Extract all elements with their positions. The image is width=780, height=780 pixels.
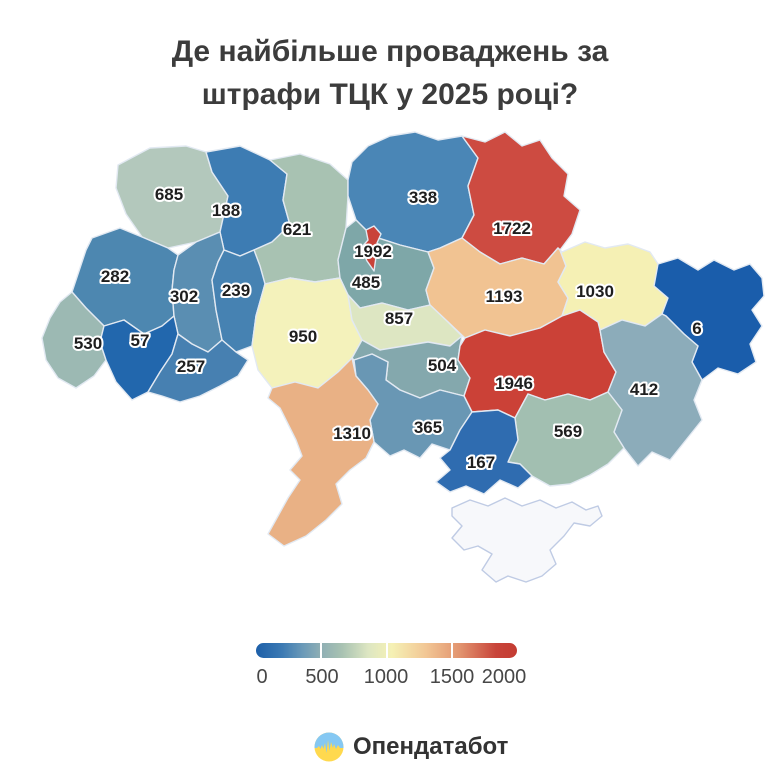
region-value-label-khmelnytskyi: 239 (222, 281, 250, 300)
page-title-line1: Де найбільше проваджень за (171, 35, 609, 68)
region-value-label-chernihiv: 338 (409, 188, 437, 207)
legend-separator (320, 643, 323, 658)
region-value-label-sumy: 1722 (493, 219, 531, 238)
region-value-label-poltava: 1193 (486, 287, 523, 306)
region-crimea[interactable] (451, 497, 603, 583)
region-value-label-zakarpattia: 530 (74, 334, 102, 353)
region-odesa[interactable] (267, 357, 379, 547)
page-title-line2: штрафи ТЦК у 2025 році? (201, 78, 579, 111)
legend-tick-500: 500 (305, 666, 339, 688)
region-value-label-luhansk: 6 (692, 319, 701, 338)
region-value-label-chernivtsi: 257 (177, 357, 205, 376)
region-value-label-kirovohrad: 504 (428, 356, 457, 375)
region-value-label-lviv: 282 (101, 267, 129, 286)
region-value-label-ivano_frankivsk: 57 (131, 331, 150, 350)
legend-tick-1500: 1500 (429, 666, 475, 688)
region-chernivtsi[interactable] (147, 333, 249, 403)
region-value-label-cherkasy: 857 (385, 309, 413, 328)
region-value-label-mykolaiv: 365 (414, 418, 442, 437)
region-value-label-ternopil: 302 (170, 287, 198, 306)
legend-separator (385, 643, 388, 658)
opendatabot-brand-text: Опендатабот (353, 733, 509, 760)
legend-tick-1000: 1000 (363, 666, 409, 688)
region-value-label-kyiv_oblast: 485 (352, 273, 380, 292)
legend-tick-0: 0 (256, 666, 268, 688)
region-value-label-vinnytsia: 950 (289, 327, 317, 346)
page-title: Де найбільше проваджень за штрафи ТЦК у … (0, 30, 780, 116)
legend-tick-2000: 2000 (481, 666, 527, 688)
opendatabot-logo-icon (314, 732, 344, 762)
region-value-label-dnipropetrovsk: 1946 (495, 374, 533, 393)
region-value-label-zaporizhzhia: 569 (554, 422, 582, 441)
region-kherson[interactable] (435, 409, 533, 495)
region-value-label-donetsk: 412 (630, 380, 658, 399)
region-value-label-kharkiv: 1030 (576, 282, 614, 301)
region-value-label-kyiv_city: 1992 (354, 242, 392, 261)
region-value-label-rivne: 188 (212, 201, 240, 220)
region-value-label-volyn: 685 (155, 185, 183, 204)
region-value-label-zhytomyr: 621 (283, 220, 311, 239)
legend-separator (450, 643, 453, 658)
region-value-label-odesa: 1310 (333, 424, 371, 443)
region-value-label-kherson: 167 (467, 453, 495, 472)
region-kyiv_city[interactable] (360, 225, 387, 272)
region-sumy[interactable] (461, 131, 581, 265)
